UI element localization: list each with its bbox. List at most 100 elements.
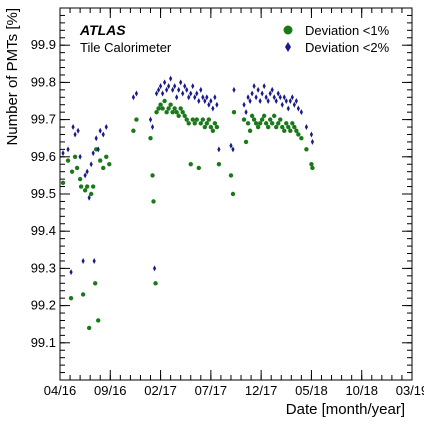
point-deviation-2 (270, 86, 274, 93)
point-deviation-1 (208, 124, 214, 130)
point-deviation-1 (158, 102, 163, 107)
point-deviation-2 (201, 94, 205, 101)
point-deviation-2 (71, 124, 75, 131)
point-deviation-2 (158, 83, 163, 90)
point-deviation-2 (199, 86, 203, 93)
y-tick-label: 99.1 (31, 335, 56, 350)
point-deviation-1 (90, 184, 96, 189)
point-deviation-2 (310, 138, 315, 145)
point-deviation-1 (251, 117, 257, 122)
point-deviation-1 (82, 188, 88, 193)
point-deviation-2 (154, 90, 159, 97)
point-deviation-1 (200, 117, 206, 122)
x-axis-title: Date [month/year] (286, 401, 405, 418)
point-deviation-1 (230, 191, 236, 197)
point-deviation-2 (98, 127, 102, 134)
point-deviation-2 (73, 131, 77, 138)
point-deviation-2 (262, 83, 266, 90)
point-deviation-1 (243, 139, 249, 145)
point-deviation-2 (290, 94, 294, 101)
point-deviation-2 (181, 90, 185, 97)
point-deviation-2 (78, 153, 82, 160)
point-deviation-1 (86, 325, 92, 331)
point-deviation-2 (264, 94, 268, 101)
point-deviation-1 (249, 113, 255, 119)
point-deviation-1 (88, 191, 94, 197)
point-deviation-1 (84, 184, 90, 189)
point-deviation-1 (292, 124, 297, 130)
point-deviation-1 (153, 281, 158, 286)
point-deviation-1 (180, 109, 185, 115)
point-deviation-1 (253, 121, 259, 126)
point-deviation-2 (244, 109, 248, 116)
point-deviation-1 (228, 173, 234, 178)
point-deviation-1 (154, 109, 159, 115)
point-deviation-2 (260, 90, 264, 97)
point-deviation-1 (309, 162, 314, 167)
point-deviation-2 (61, 150, 65, 157)
point-deviation-1 (69, 169, 75, 174)
point-deviation-2 (280, 101, 284, 108)
point-deviation-2 (288, 98, 292, 104)
point-deviation-2 (195, 90, 199, 97)
point-deviation-1 (93, 281, 98, 286)
point-deviation-2 (246, 94, 250, 101)
point-deviation-2 (162, 79, 167, 86)
point-deviation-2 (299, 109, 303, 116)
y-tick-label: 99.7 (31, 112, 56, 127)
point-deviation-1 (160, 106, 165, 111)
point-deviation-2 (274, 98, 278, 104)
point-deviation-2 (169, 75, 173, 82)
point-deviation-1 (257, 121, 263, 126)
point-deviation-2 (96, 146, 100, 153)
point-deviation-2 (304, 124, 308, 131)
point-deviation-1 (68, 295, 74, 301)
legend-marker-deviation-2 (285, 42, 291, 52)
y-tick-label: 99.4 (31, 223, 56, 238)
point-deviation-2 (211, 105, 215, 112)
point-deviation-2 (104, 124, 108, 131)
point-deviation-2 (209, 98, 213, 104)
point-deviation-2 (101, 131, 105, 138)
x-tick-label: 12/17 (245, 383, 278, 398)
point-deviation-1 (162, 98, 167, 104)
point-deviation-2 (268, 90, 272, 97)
point-deviation-2 (205, 94, 209, 101)
point-deviation-1 (265, 124, 271, 130)
point-deviation-2 (248, 98, 252, 104)
point-deviation-1 (214, 124, 220, 130)
point-deviation-1 (170, 109, 175, 115)
x-axis-ticks: 04/16 09/16 02/17 07/17 12/17 05/18 10/18 03/19 (44, 8, 424, 398)
point-deviation-1 (270, 121, 275, 126)
point-deviation-1 (174, 109, 179, 115)
point-deviation-1 (176, 113, 181, 119)
point-deviation-2 (278, 94, 282, 101)
point-deviation-1 (267, 117, 273, 122)
point-deviation-1 (280, 124, 285, 130)
point-deviation-2 (85, 168, 89, 175)
point-deviation-2 (284, 98, 288, 104)
point-deviation-2 (207, 101, 211, 108)
point-deviation-1 (107, 162, 112, 167)
point-deviation-1 (166, 106, 171, 111)
point-deviation-2 (203, 98, 207, 104)
point-deviation-2 (189, 90, 193, 97)
point-deviation-1 (286, 124, 291, 130)
x-tick-label: 10/18 (345, 383, 378, 398)
y-tick-label: 99.5 (31, 186, 56, 201)
point-deviation-1 (151, 199, 156, 204)
point-deviation-1 (216, 162, 222, 167)
point-deviation-1 (272, 113, 277, 119)
point-deviation-1 (148, 136, 153, 141)
point-deviation-2 (92, 257, 96, 264)
point-deviation-2 (187, 94, 191, 101)
point-deviation-1 (131, 128, 136, 133)
point-deviation-2 (152, 265, 157, 272)
point-deviation-1 (290, 121, 295, 126)
point-deviation-1 (78, 184, 84, 189)
point-deviation-1 (184, 117, 189, 122)
y-tick-label: 99.9 (31, 37, 56, 52)
point-deviation-2 (81, 257, 85, 264)
point-deviation-1 (210, 128, 216, 133)
point-deviation-1 (72, 154, 78, 159)
